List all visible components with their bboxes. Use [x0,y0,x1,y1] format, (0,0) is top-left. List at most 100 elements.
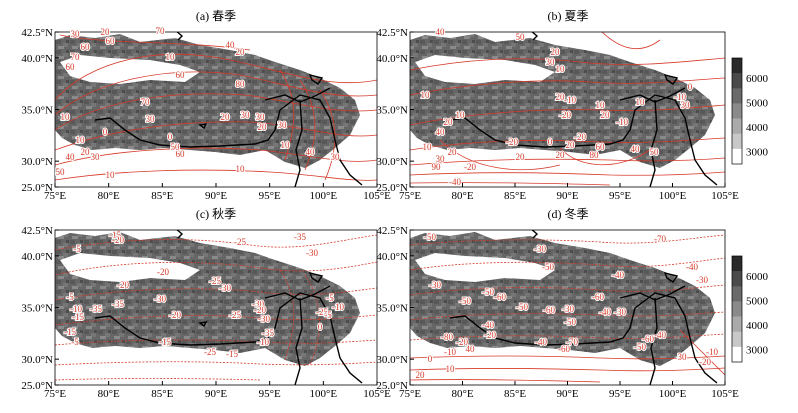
contour-label: 0 [548,137,553,147]
contour-label: 80 [236,79,246,89]
contour-label: -30 [696,275,708,285]
x-tick-label: 80°E [98,190,120,202]
contour-label: -15 [159,337,171,347]
contour-label: 60 [81,42,91,52]
y-tick-label: 35.0°N [376,105,408,117]
x-tick-label: 95°E [609,388,631,400]
contour-label: -15 [226,349,238,359]
contour-label: -60 [494,292,506,302]
contour-label: -70 [566,337,578,347]
contour-label: 20 [416,370,426,380]
colorbar-segment [732,346,742,363]
x-tick-label: 85°E [151,388,173,400]
contour-label: 20 [81,147,91,157]
contour-label: 10 [236,164,246,174]
contour-label: -20 [574,132,586,142]
colorbar-segment [732,73,742,89]
contour-label: -25 [229,310,241,320]
contour-label: 30 [278,120,288,130]
contour-label: -10 [706,347,718,357]
panel-d-title: (d) 冬季 [548,206,589,221]
y-tick-label: 25.0°N [21,182,53,194]
contour-label: -30 [562,304,574,314]
contour-label: -25 [204,347,216,357]
contour-label: -60 [558,344,570,354]
contour-label: -50 [542,262,554,272]
colorbar-label: 3000 [746,146,769,158]
contour-label: -50 [459,296,471,306]
contour-label: -50 [564,317,576,327]
panel-c: (c) 秋季 [54,207,378,386]
colorbar-label: 4000 [746,320,769,332]
contour-label: -30 [219,283,231,293]
contour-label: 10 [556,64,566,74]
contour-label: 10 [76,135,86,145]
contour-label: -50 [634,342,646,352]
contour-label: -35 [112,299,124,309]
contour-label: 60 [596,142,606,152]
contour-label: -60 [592,292,604,302]
y-tick-label: 40.0°N [376,53,408,65]
colorbar-segment [732,88,742,104]
contour-label: 20 [516,152,526,162]
contour-label: 20 [258,122,268,132]
contour-label: 10 [421,90,431,100]
colorbar-segment [732,301,742,317]
contour-label: 60 [106,36,116,46]
contour-label: -15 [72,312,84,322]
contour-label: -15 [109,230,121,240]
colorbar-segment [732,118,742,135]
contour-label: -30 [154,294,166,304]
contour-label: 10 [596,100,606,110]
contour-label: 20 [551,47,561,57]
contour-label: -10 [674,92,686,102]
panel-a: (a) 春季 [55,9,378,188]
colorbar-frame [731,255,743,363]
contour-label: 40 [436,27,446,37]
contour-label: -20 [506,137,518,147]
contour-label: 30 [91,152,101,162]
contour-label: 0 [688,82,693,92]
contour-label: 0 [318,322,323,332]
x-tick-label: 100°E [310,388,338,400]
contour-label: 50 [171,142,181,152]
contour-label: -20 [254,305,266,315]
x-tick-label: 90°E [556,190,578,202]
x-tick-label: 80°E [98,388,120,400]
contour-label: 20 [556,92,566,102]
contour-label: 10 [636,97,646,107]
x-tick-label: 105°E [711,388,739,400]
contour-label: -40 [535,337,547,347]
contour-label: -40 [686,262,698,272]
x-tick-label: 85°E [504,388,526,400]
contour-label: 40 [631,144,641,154]
contour-label: -30 [429,280,441,290]
contour-label: -70 [654,234,666,244]
x-tick-label: 105°E [711,190,739,202]
panel-a-title: (a) 春季 [196,9,236,23]
contour-label: -10 [564,95,576,105]
contour-label: 10 [61,112,71,122]
y-tick-label: 25.0°N [376,380,408,392]
contour-label: -40 [654,330,666,340]
colorbar-segment [732,286,742,302]
x-tick-label: 90°E [556,388,578,400]
colorbars: 6000 5000 4000 3000 6000 5000 4000 3000 [731,57,769,363]
contour-label: -5 [326,293,334,303]
y-tick-label: 40.0°N [21,53,53,65]
y-tick-label: 35.0°N [21,303,53,315]
x-tick-label: 80°E [451,388,473,400]
x-tick-label: 95°E [259,190,281,202]
colorbar-label: 3000 [746,344,769,356]
colorbar-frame [731,57,743,165]
x-tick-label: 75°E [399,388,421,400]
contour-label: 60 [66,62,76,72]
y-tick-label: 25.0°N [376,182,408,194]
contour-label: -10 [444,347,456,357]
contour-label: 20 [448,147,458,157]
x-tick-label: 90°E [205,388,227,400]
contour-label: 60 [176,70,186,80]
contour-label: 50 [650,147,660,157]
colorbar-segment [732,103,742,119]
contour-label: -15 [64,327,76,337]
